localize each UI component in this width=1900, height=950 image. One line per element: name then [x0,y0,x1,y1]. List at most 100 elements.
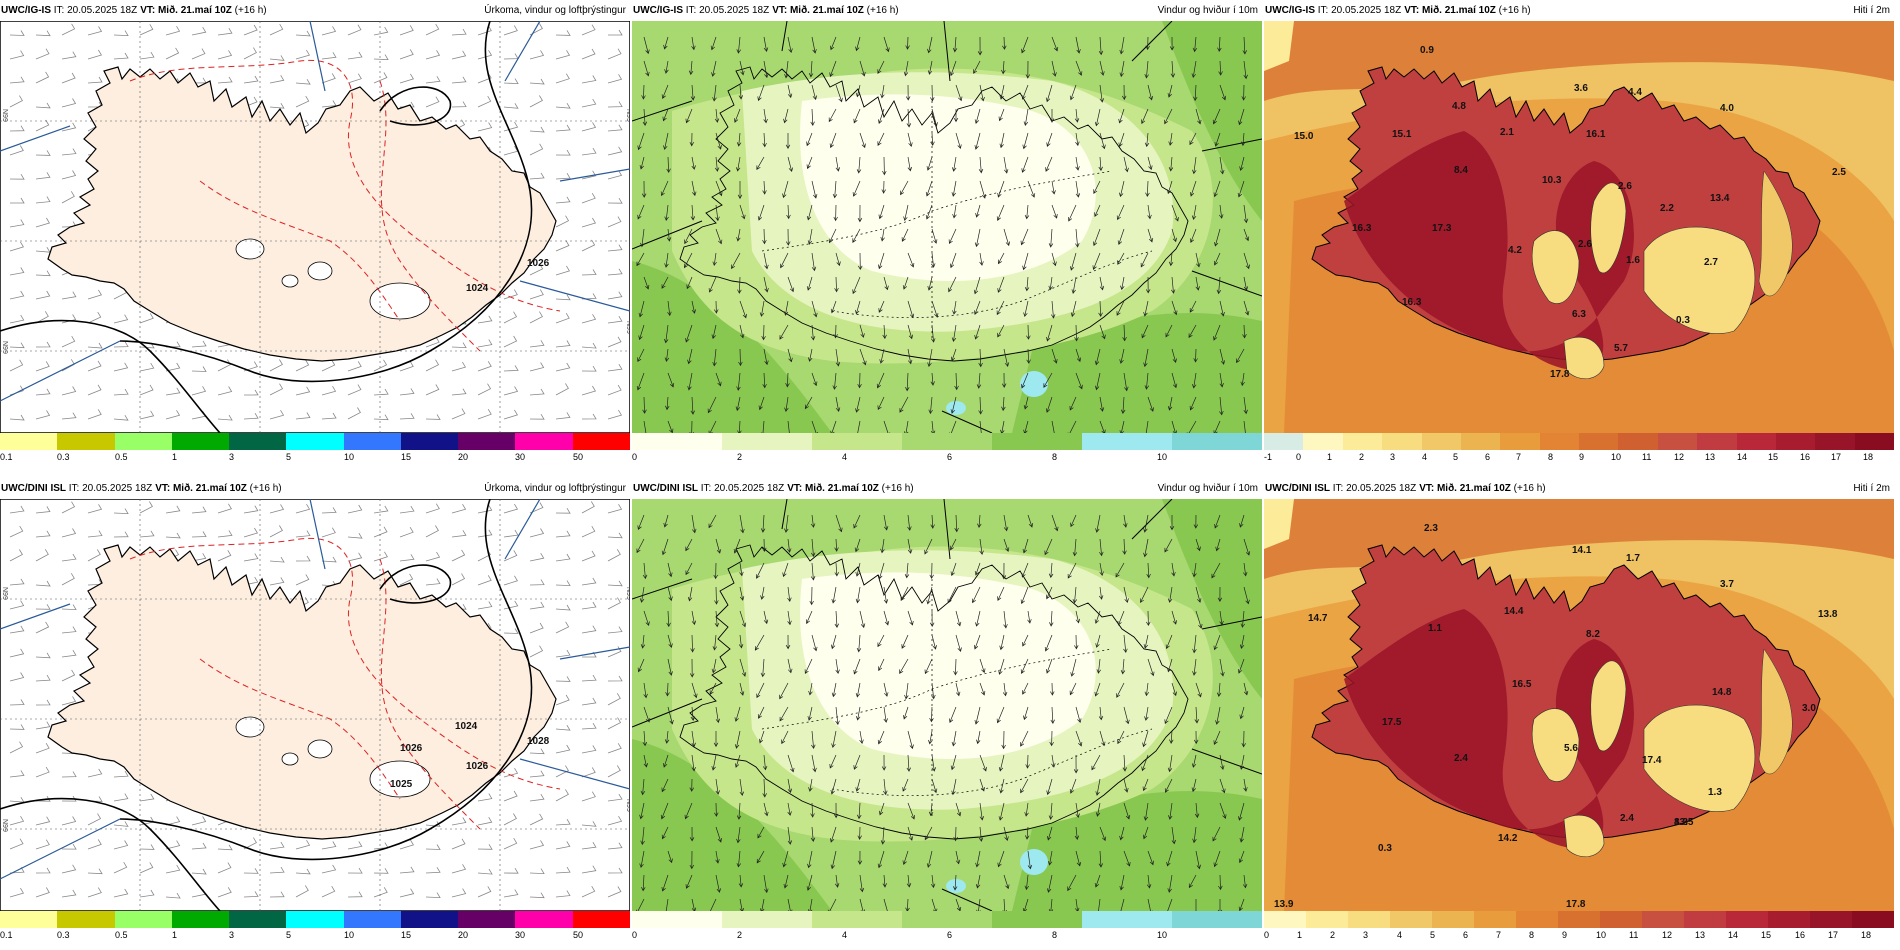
color-swatch [812,433,902,450]
temperature-value: 14.4 [1504,606,1524,617]
model-source: UWC/IG-IS [633,5,683,16]
scale-tick-label: 7 [1496,930,1502,940]
temperature-value: 2.4 [1620,813,1634,824]
scale-tick-label: 0 [632,930,638,940]
color-swatch [1726,911,1768,928]
temperature-value: 15.0 [1294,131,1314,142]
panel-header: UWC/IG-IS IT: 20.05.2025 18Z VT: Mið. 21.… [1265,4,1893,18]
it-value: 20.05.2025 18Z [82,483,153,494]
panel-title: Úrkoma, vindur og loftþrýstingur [484,5,626,16]
scale-tick-label: 3 [229,452,235,462]
temperature-value: 8.4 [1454,165,1468,176]
it-value: 20.05.2025 18Z [1331,5,1402,16]
temperature-value: 14.1 [1572,545,1592,556]
panel-header: UWC/IG-IS IT: 20.05.2025 18Z VT: Mið. 21.… [633,4,1261,18]
vt-label: VT: [1404,5,1420,16]
model-source: UWC/DINI ISL [1,483,66,494]
map-area [632,499,1262,911]
temperature-value: 3.7 [1720,579,1734,590]
temperature-value: 4.0 [1720,103,1734,114]
color-swatch [1382,433,1422,450]
grid-label: N99 [1,109,8,122]
color-swatch [1736,433,1776,450]
color-swatch [1500,433,1540,450]
scale-tick-label: 3 [1390,452,1396,462]
panel-title: Vindur og hviður í 10m [1157,5,1258,16]
scale-tick-label: 9 [1562,930,1568,940]
warm-zone [1344,609,1634,849]
temperature-value: 0.3 [1378,843,1392,854]
temperature-value: 4.4 [1628,87,1642,98]
color-swatch [1172,911,1262,928]
temperature-value: 8.2 [1586,629,1600,640]
scale-tick-label: 8 [1052,452,1058,462]
panel-title: Vindur og hviður í 10m [1157,483,1258,494]
scale-tick-label: 4 [842,452,848,462]
scale-tick-label: 50 [573,930,584,940]
color-swatch [1516,911,1558,928]
panel-temp-igis: UWC/IG-IS IT: 20.05.2025 18Z VT: Mið. 21.… [1264,0,1894,472]
color-swatch [57,911,115,928]
grid-label: N99 [625,587,630,600]
scale-tick-label: 0.1 [0,930,13,940]
meridian-lines [0,21,630,402]
map-svg: 1024 1026 N99 N99 N99 N99 [0,21,630,433]
it-label: IT: [68,483,80,494]
temperature-value: 5.6 [1564,743,1578,754]
scale-tick-label: 10 [344,452,355,462]
panel-wind-igis: UWC/IG-IS IT: 20.05.2025 18Z VT: Mið. 21.… [632,0,1262,472]
scale-tick-label: 10 [1611,452,1622,462]
color-swatch [343,911,401,928]
scale-tick-label: 1 [1327,452,1333,462]
color-swatch [515,911,573,928]
color-swatch [1421,433,1461,450]
scale-tick-label: 13 [1705,452,1716,462]
scale-tick-label: 11 [1629,930,1639,940]
wind-arrows [636,514,1251,911]
scale-tick-label: 8 [1052,930,1058,940]
color-swatch [57,433,115,450]
scale-tick-label: 17 [1831,452,1842,462]
color-swatch [1775,433,1816,450]
color-swatch [171,911,230,928]
meridian-lines [0,499,630,880]
color-swatch [1082,911,1172,928]
scale-tick-label: 7 [1516,452,1522,462]
temperature-value: 14.8 [1712,687,1732,698]
color-swatch [286,433,344,450]
temperature-value: 2.3 [1424,523,1438,534]
scale-tick-label: 14 [1728,930,1739,940]
scale-tick-label: 6 [947,930,953,940]
scale-tick-label: 8 [1548,452,1554,462]
scale-tick-label: 5 [286,930,292,940]
scale-tick-label: 13 [1695,930,1706,940]
scale-tick-label: 15 [401,452,412,462]
vt-value: Mið. 21.maí 10Z [789,5,864,16]
vt-label: VT: [772,5,788,16]
map-svg [632,499,1262,911]
temperature-value: 4.2 [1508,245,1522,256]
it-label: IT: [1332,483,1344,494]
temperature-contours [129,59,561,352]
grid-label: N99 [625,109,630,122]
vt-label: VT: [1419,483,1435,494]
temperature-value: 16.5 [1512,679,1532,690]
color-swatch [0,911,58,928]
it-value: 20.05.2025 18Z [67,5,138,16]
scale-tick-label: 0 [632,452,638,462]
panel-temp-dini: UWC/DINI ISL IT: 20.05.2025 18Z VT: Mið. … [1264,478,1894,950]
color-swatch [1474,911,1516,928]
it-value: 20.05.2025 18Z [1346,483,1417,494]
color-swatch [1172,433,1262,450]
scale-tick-label: 18 [1861,930,1872,940]
temperature-value: 2.5 [1832,167,1846,178]
scale-tick-label: 8 [1529,930,1535,940]
color-swatch [286,911,344,928]
temperature-value: 6.3 [1572,309,1586,320]
scale-tick-label: 20 [458,930,469,940]
color-swatch [1579,433,1619,450]
vt-value: Mið. 21.maí 10Z [157,5,232,16]
scale-tick-label: 15 [401,930,412,940]
panel-header: UWC/DINI ISL IT: 20.05.2025 18Z VT: Mið. … [1,482,629,496]
it-label: IT: [685,5,697,16]
